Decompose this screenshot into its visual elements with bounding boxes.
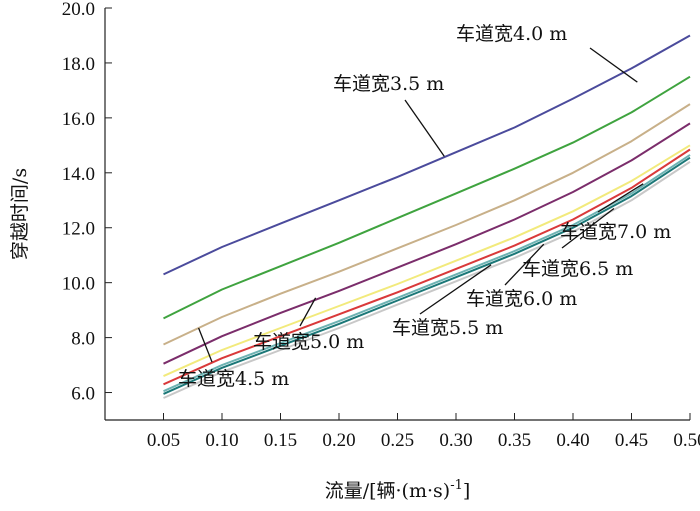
x-axis-title-exponent: -1 <box>450 478 463 493</box>
y-tick-label: 16.0 <box>62 109 95 130</box>
series-line-1 <box>163 75 691 320</box>
y-axis-ticks: 6.0 8.0 10.0 12.0 14.0 16.0 18.0 20.0 <box>62 0 112 405</box>
annotation-label: 车道宽5.0 m <box>253 331 364 353</box>
x-tick-label: 0.20 <box>322 430 355 451</box>
plot-area: 6.08.010.012.014.016.018.020.0 0.05 0.10 0… <box>62 0 700 451</box>
x-axis-title: 流量/[辆·(m·s)-1] <box>325 478 471 502</box>
y-tick-label: 8.0 <box>71 329 95 350</box>
y-tick-label: 20.0 <box>62 0 95 20</box>
annotation-leader <box>197 327 213 363</box>
x-axis-ticks: 0.05 0.10 0.15 0.20 0.25 0.30 0.35 0.40 0.45 0.50 <box>147 413 700 451</box>
x-tick-label: 0.35 <box>498 430 531 451</box>
annotation-leader <box>299 297 317 327</box>
y-tick-label: 6.0 <box>71 384 95 405</box>
series-line-8 <box>163 160 691 399</box>
x-tick-label: 0.05 <box>147 430 180 451</box>
annotation-leader <box>404 99 445 157</box>
annotation-label: 车道宽4.5 m <box>178 368 289 390</box>
annotation-leader <box>589 47 638 83</box>
y-axis-title: 穿越时间/s <box>9 168 31 260</box>
annotation-leader <box>504 243 545 286</box>
series-line-4 <box>163 144 691 378</box>
annotation-label: 车道宽6.5 m <box>522 258 633 280</box>
x-tick-label: 0.50 <box>673 430 700 451</box>
annotation-label: 车道宽4.0 m <box>456 23 567 45</box>
y-tick-label: 10.0 <box>62 274 95 295</box>
y-tick-label: 12.0 <box>62 219 95 240</box>
annotation-leader <box>419 264 492 315</box>
x-tick-label: 0.45 <box>615 430 648 451</box>
series-line-2 <box>163 103 691 346</box>
series-line-5 <box>163 148 691 386</box>
series-line-3 <box>163 122 691 365</box>
annotation-label: 车道宽3.5 m <box>333 73 444 95</box>
x-tick-label: 0.25 <box>381 430 414 451</box>
annotation-leader <box>561 207 615 249</box>
annotation-label: 车道宽7.0 m <box>560 221 671 243</box>
x-axis-title-main: 流量/[辆·(m·s) <box>325 480 451 502</box>
series-line-0 <box>163 34 691 276</box>
annotation-label: 车道宽6.0 m <box>466 288 577 310</box>
x-tick-label: 0.30 <box>439 430 472 451</box>
x-tick-label: 0.40 <box>556 430 589 451</box>
y-tick-label: 18.0 <box>62 54 95 75</box>
x-axis-title-end: ] <box>463 480 470 502</box>
annotation-label: 车道宽5.5 m <box>392 317 503 339</box>
x-tick-label: 0.15 <box>264 430 297 451</box>
annotations: 车道宽4.0 m 车道宽3.5 m 车道宽7.0 m 车道宽6.5 m 车道宽6.0 m… <box>178 23 671 390</box>
series-lines <box>163 34 691 399</box>
annotation-leader <box>597 183 644 213</box>
y-tick-label: 14.0 <box>62 164 95 185</box>
series-line-7 <box>163 156 691 395</box>
x-tick-label: 0.10 <box>205 430 238 451</box>
